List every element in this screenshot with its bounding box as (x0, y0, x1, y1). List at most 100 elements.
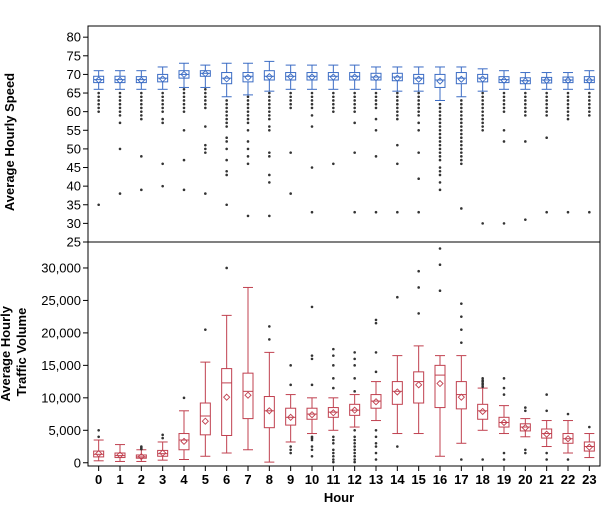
volume-outlier-point (353, 438, 356, 442)
speed-outlier-point (566, 210, 570, 214)
volume-outlier-point (353, 390, 356, 393)
volume-box-hour-20 (519, 406, 531, 455)
volume-outlier-point (396, 295, 399, 299)
speed-outlier-point (524, 218, 527, 221)
speed-outlier-point (502, 99, 506, 102)
volume-outlier-point (332, 354, 335, 357)
volume-y-tick-label: 5,000 (48, 423, 81, 438)
speed-outlier-point (396, 106, 399, 110)
speed-mean-marker (159, 75, 167, 83)
volume-outlier-point (289, 364, 292, 367)
volume-box-hour-9 (285, 364, 297, 455)
speed-box-hour-20 (519, 72, 531, 221)
speed-outlier-point (438, 136, 442, 140)
speed-outlier-point (310, 91, 314, 95)
speed-outlier-point (588, 210, 591, 214)
volume-outlier-point (353, 460, 356, 464)
speed-box-hour-1 (114, 70, 126, 195)
speed-outlier-point (438, 188, 442, 192)
speed-outlier-point (268, 110, 271, 113)
speed-iqr-box (263, 70, 275, 81)
speed-outlier-point (332, 110, 335, 113)
volume-mean-marker (159, 449, 167, 457)
speed-outlier-point (225, 203, 228, 207)
volume-outlier-point (374, 435, 378, 439)
speed-outlier-point (460, 132, 463, 136)
speed-outlier-point (140, 91, 143, 95)
speed-outlier-point (524, 95, 527, 99)
speed-box-hour-9 (285, 64, 297, 195)
speed-outlier-point (524, 106, 527, 110)
volume-y-tick-label: 30,000 (41, 260, 81, 275)
speed-outlier-point (310, 102, 314, 106)
x-tick-label-2: 2 (138, 472, 145, 487)
speed-mean-marker (137, 76, 145, 85)
speed-mean-marker (500, 76, 508, 85)
speed-outlier-point (460, 110, 463, 113)
volume-mean-marker (585, 443, 593, 451)
volume-outlier-point (417, 312, 420, 315)
speed-outlier-point (460, 102, 463, 106)
speed-outlier-point (310, 95, 314, 99)
speed-outlier-point (289, 192, 292, 195)
speed-outlier-point (481, 114, 484, 117)
volume-outlier-point (374, 441, 378, 445)
speed-outlier-point (140, 188, 143, 192)
volume-box-hour-3 (157, 433, 169, 461)
speed-outlier-point (118, 91, 122, 95)
x-tick-label-6: 6 (223, 472, 230, 487)
speed-y-tick-label: 40 (67, 179, 81, 194)
speed-box-hour-13 (370, 66, 382, 214)
speed-y-tick-label: 55 (67, 123, 81, 138)
x-tick-label-4: 4 (180, 472, 188, 487)
volume-outlier-point (353, 445, 356, 448)
volume-mean-marker (543, 430, 551, 438)
speed-outlier-point (396, 114, 399, 117)
speed-outlier-point (353, 151, 356, 154)
speed-outlier-point (396, 210, 399, 214)
volume-plot-frame (87, 241, 601, 467)
speed-outlier-point (118, 192, 122, 195)
speed-box-hour-19 (498, 70, 510, 225)
speed-outlier-point (566, 106, 570, 110)
speed-outlier-point (460, 162, 463, 166)
volume-outlier-point (460, 341, 463, 344)
speed-outlier-point (353, 99, 356, 102)
speed-outlier-point (438, 158, 442, 162)
speed-outlier-point (246, 214, 250, 218)
speed-outlier-point (182, 128, 186, 132)
speed-iqr-box (413, 73, 425, 85)
speed-outlier-point (289, 102, 292, 106)
speed-outlier-point (268, 91, 271, 95)
speed-outlier-point (118, 147, 122, 151)
speed-outlier-point (481, 121, 484, 125)
speed-outlier-point (289, 91, 292, 95)
volume-box-hour-21 (541, 393, 553, 461)
volume-mean-marker (415, 381, 423, 389)
speed-outlier-point (268, 125, 271, 128)
speed-outlier-point (438, 181, 442, 184)
speed-outlier-point (204, 192, 207, 195)
volume-outlier-point (460, 302, 463, 305)
volume-outlier-point (353, 428, 356, 432)
volume-outlier-point (289, 451, 292, 455)
volume-mean-marker (201, 417, 209, 425)
speed-outlier-point (566, 99, 570, 102)
speed-outlier-point (310, 106, 314, 110)
volume-outlier-point (310, 354, 314, 357)
speed-outlier-point (396, 162, 399, 166)
speed-outlier-point (438, 143, 442, 147)
speed-iqr-box (434, 73, 446, 88)
volume-outlier-point (332, 441, 335, 445)
speed-outlier-point (204, 151, 207, 154)
speed-outlier-point (225, 158, 228, 162)
volume-mean-marker (265, 407, 273, 415)
speed-outlier-point (97, 91, 100, 95)
speed-outlier-point (140, 155, 143, 158)
speed-outlier-point (417, 128, 420, 132)
speed-outlier-point (545, 102, 548, 106)
volume-y-tick-label: 10,000 (41, 390, 81, 405)
volume-outlier-point (374, 451, 378, 455)
speed-outlier-point (140, 114, 143, 117)
volume-outlier-point (481, 382, 484, 385)
